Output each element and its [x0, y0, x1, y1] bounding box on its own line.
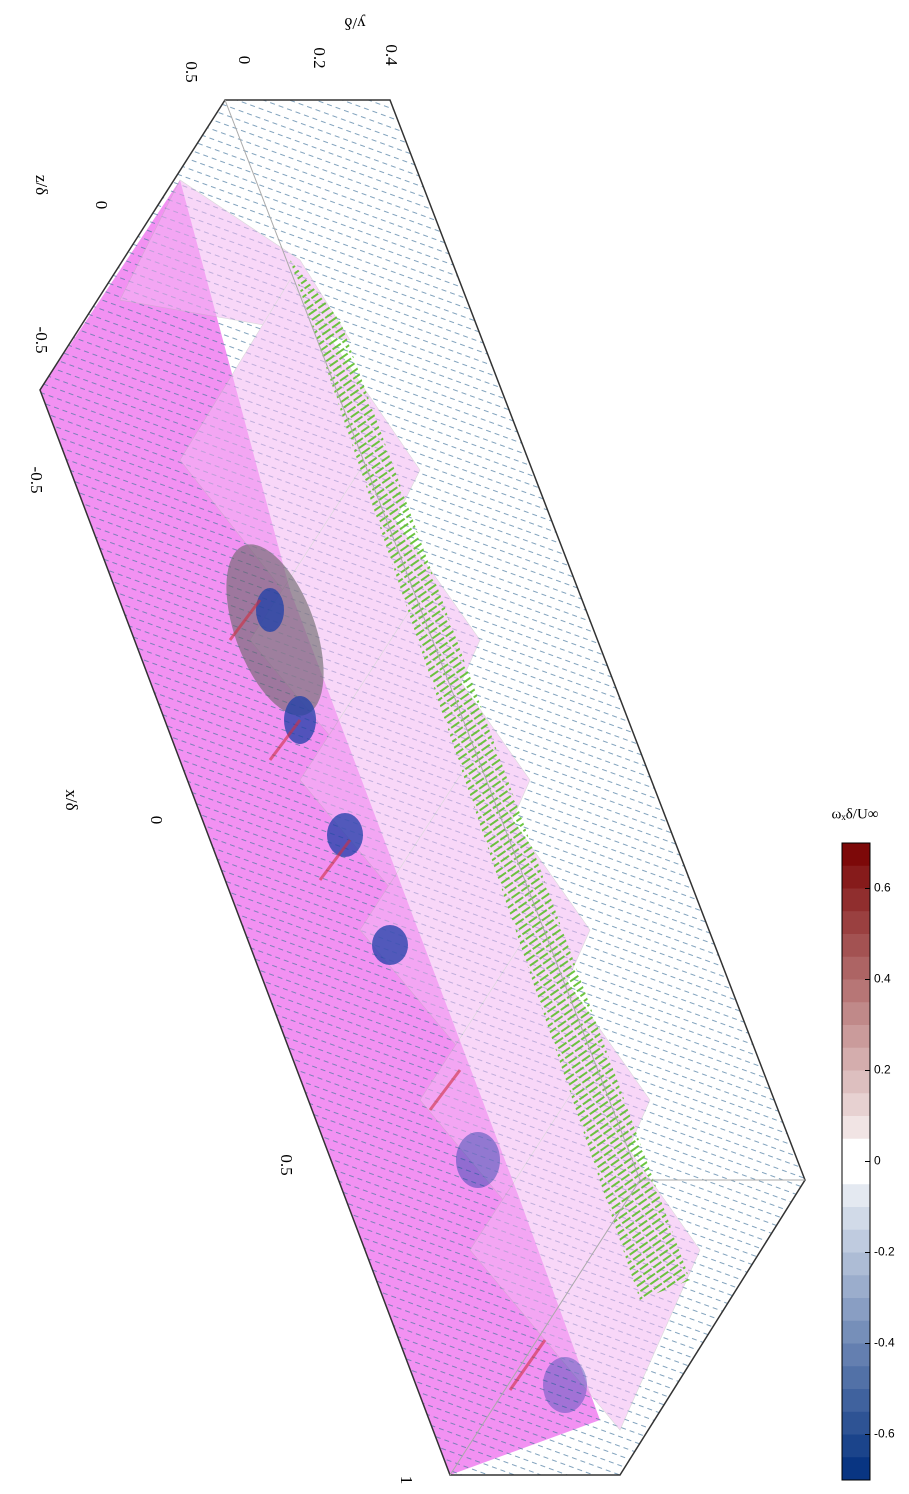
axis-label: x/δ — [62, 789, 81, 810]
tick-label: -0.5 — [27, 467, 46, 494]
colorbar-step — [842, 1389, 870, 1412]
colorbar-step — [842, 1275, 870, 1298]
colorbar-step — [842, 866, 870, 889]
tick-label: 0.2 — [310, 47, 329, 68]
colorbar-step — [842, 1025, 870, 1048]
colorbar-step — [842, 934, 870, 957]
tick-label: -0.5 — [32, 327, 51, 354]
colorbar-step — [842, 1457, 870, 1480]
tick-label: 1 — [397, 1476, 416, 1485]
colorbar-step — [842, 889, 870, 912]
colorbar-step — [842, 1162, 870, 1185]
tick-label: 0.5 — [277, 1154, 296, 1175]
flow-volume — [40, 100, 805, 1475]
tick-label: 0 — [147, 816, 166, 825]
colorbar-step — [842, 1002, 870, 1025]
colorbar-step — [842, 1298, 870, 1321]
tick-label: 0 — [92, 201, 111, 210]
tick-label: 0.5 — [182, 61, 201, 82]
axis-label: y/δ — [344, 14, 365, 33]
colorbar-step — [842, 1139, 870, 1162]
colorbar-step — [842, 1344, 870, 1367]
figure: y/δ 0.5 0 0.2 0.4 z/δ 0 -0.5 x/δ -0.5 0 … — [0, 0, 909, 1489]
colorbar-step — [842, 1435, 870, 1458]
colorbar-step — [842, 1116, 870, 1139]
colorbar-tick-label: -0.6 — [874, 1427, 895, 1441]
colorbar-step — [842, 1321, 870, 1344]
colorbar-tick-label: -0.4 — [874, 1336, 895, 1350]
axis-label: z/δ — [32, 175, 51, 195]
colorbar-step — [842, 843, 870, 866]
colorbar-tick-label: 0.6 — [874, 881, 891, 895]
colorbar-step — [842, 911, 870, 934]
colorbar-step — [842, 1412, 870, 1435]
colorbar-step — [842, 980, 870, 1003]
colorbar-step — [842, 1093, 870, 1116]
colorbar-tick-label: 0.2 — [874, 1063, 891, 1077]
colorbar-tick-label: 0 — [874, 1154, 881, 1168]
tick-label: 0 — [235, 56, 254, 65]
colorbar-step — [842, 1230, 870, 1253]
tick-label: 0.4 — [382, 44, 401, 66]
colorbar-step — [842, 1184, 870, 1207]
colorbar-tick-label: -0.2 — [874, 1245, 895, 1259]
colorbar-step — [842, 957, 870, 980]
colorbar-step — [842, 1253, 870, 1276]
colorbar-step — [842, 1071, 870, 1094]
colorbar-step — [842, 1207, 870, 1230]
colorbar: ωₓδ/U∞ 0.6 0.4 0.2 0 -0.2 -0.4 -0.6 — [832, 806, 896, 1480]
colorbar-step — [842, 1366, 870, 1389]
colorbar-step — [842, 1048, 870, 1071]
colorbar-label: ωₓδ/U∞ — [832, 806, 879, 822]
colorbar-tick-label: 0.4 — [874, 972, 891, 986]
